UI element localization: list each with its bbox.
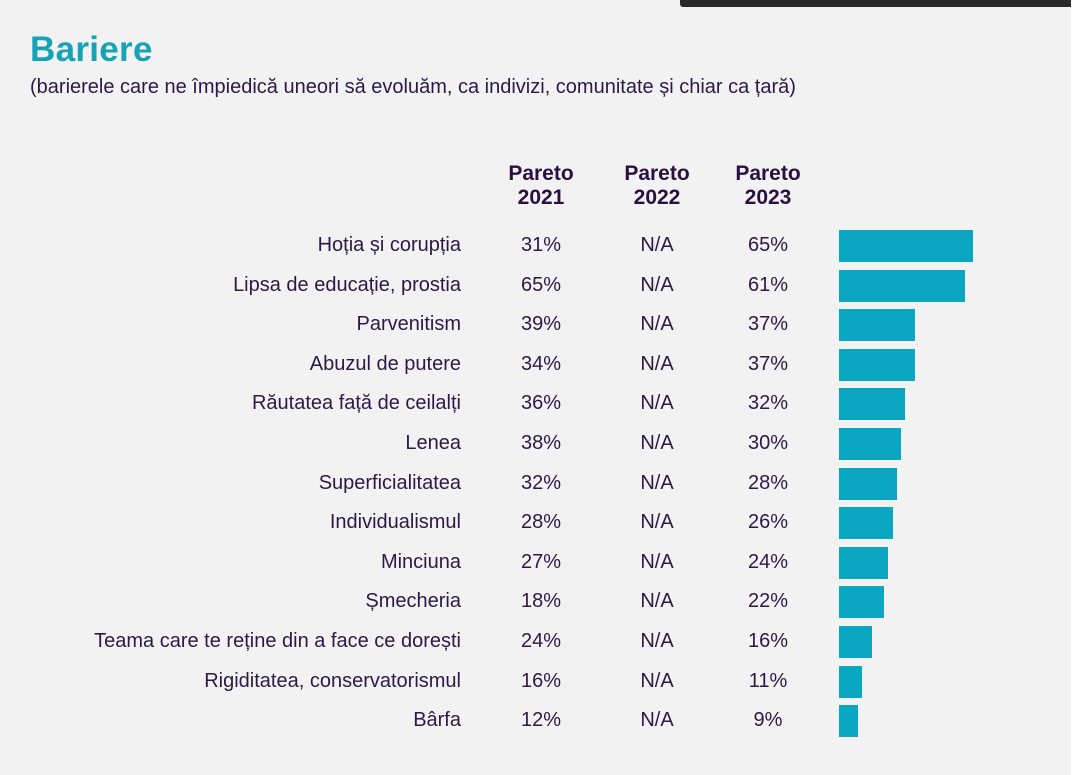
column-header-2022: Pareto 2022 — [602, 162, 712, 210]
column-header-2023: Pareto 2023 — [713, 162, 823, 210]
value-cell: 24% — [747, 550, 789, 573]
table-row: Șmecheria 18% N/A 22% — [0, 586, 1071, 626]
value-cell: 28% — [520, 511, 562, 534]
value-cell: 27% — [520, 550, 562, 573]
bar — [839, 309, 916, 342]
column-header-year: 2022 — [633, 186, 681, 209]
column-header-line: Pareto — [735, 162, 801, 185]
value-cell: 65% — [747, 234, 789, 256]
table-row: Răutatea față de ceilalți 36% N/A 32% — [0, 388, 1071, 428]
value-cell: 31% — [520, 234, 562, 256]
value-cell: 28% — [747, 471, 789, 494]
table-row: Superficialitatea 32% N/A 28% — [0, 467, 1071, 508]
value-cell: 39% — [520, 313, 562, 336]
bar — [839, 705, 858, 738]
column-header-2021: Pareto 2021 — [486, 162, 596, 210]
value-cell: N/A — [640, 432, 674, 454]
bar — [839, 348, 916, 381]
bar — [839, 546, 889, 579]
category-label: Parvenitism — [356, 313, 461, 336]
page-title: Bariere — [30, 30, 153, 69]
category-label: Lipsa de educație, prostia — [233, 273, 461, 296]
value-cell: N/A — [640, 511, 674, 534]
table-row: Teama care te reține din a face ce doreș… — [0, 626, 1071, 666]
value-cell: 16% — [520, 669, 562, 692]
table-row: Minciuna 27% N/A 24% — [0, 546, 1071, 587]
category-label: Superficialitatea — [318, 471, 461, 494]
table-row: Lenea 38% N/A 30% — [0, 428, 1071, 468]
value-cell: 37% — [747, 352, 789, 375]
value-cell: N/A — [640, 550, 674, 573]
category-label: Minciuna — [380, 550, 461, 573]
value-cell: N/A — [640, 590, 674, 613]
value-cell: N/A — [640, 234, 674, 256]
category-label: Rigiditatea, conservatorismul — [204, 669, 461, 692]
category-label: Bârfa — [413, 709, 461, 732]
window-edge — [680, 0, 1071, 7]
value-cell: 11% — [748, 669, 788, 692]
value-cell: N/A — [640, 669, 674, 692]
value-cell: 26% — [747, 511, 789, 534]
value-cell: N/A — [640, 630, 674, 652]
column-header-line: Pareto — [508, 162, 574, 185]
category-label: Abuzul de putere — [309, 352, 461, 375]
bar — [839, 388, 905, 421]
table-row: Lipsa de educație, prostia 65% N/A 61% — [0, 269, 1071, 310]
value-cell: 32% — [520, 471, 562, 494]
value-cell: N/A — [640, 471, 674, 494]
table-row: Abuzul de putere 34% N/A 37% — [0, 348, 1071, 389]
value-cell: 12% — [520, 709, 562, 732]
value-cell: 18% — [520, 590, 562, 613]
table-row: Hoția și corupția 31% N/A 65% — [0, 230, 1071, 270]
page-subtitle: (barierele care ne împiedică uneori să e… — [30, 76, 796, 98]
value-cell: 16% — [747, 630, 789, 652]
category-label: Hoția și corupția — [317, 234, 461, 256]
value-cell: 32% — [747, 392, 789, 415]
value-cell: N/A — [640, 273, 674, 296]
bar — [839, 586, 885, 619]
category-label: Șmecheria — [365, 590, 461, 613]
value-cell: 24% — [520, 630, 562, 652]
bar — [839, 626, 872, 658]
table-row: Bârfa 12% N/A 9% — [0, 705, 1071, 745]
value-cell: 36% — [520, 392, 562, 415]
column-header-line: Pareto — [624, 162, 690, 185]
category-label: Răutatea față de ceilalți — [251, 392, 461, 415]
value-cell: 30% — [747, 432, 789, 454]
category-label: Individualismul — [329, 511, 461, 534]
value-cell: 38% — [520, 432, 562, 454]
column-header-year: 2023 — [744, 186, 792, 209]
category-label: Lenea — [405, 432, 461, 454]
bar — [839, 230, 973, 262]
bar — [839, 507, 893, 540]
table-row: Parvenitism 39% N/A 37% — [0, 309, 1071, 349]
table-row: Individualismul 28% N/A 26% — [0, 507, 1071, 547]
value-cell: 61% — [747, 273, 789, 296]
category-label: Teama care te reține din a face ce doreș… — [94, 630, 461, 652]
value-cell: N/A — [640, 392, 674, 415]
value-cell: 65% — [520, 273, 562, 296]
value-cell: 37% — [747, 313, 789, 336]
value-cell: 22% — [747, 590, 789, 613]
bar — [839, 269, 965, 302]
value-cell: 34% — [520, 352, 562, 375]
value-cell: N/A — [640, 313, 674, 336]
table-row: Rigiditatea, conservatorismul 16% N/A 11% — [0, 665, 1071, 706]
value-cell: 9% — [753, 709, 783, 732]
column-header-year: 2021 — [517, 186, 565, 209]
bar — [839, 665, 862, 698]
bar — [839, 428, 901, 460]
bar — [839, 467, 897, 500]
value-cell: N/A — [640, 709, 674, 732]
value-cell: N/A — [640, 352, 674, 375]
